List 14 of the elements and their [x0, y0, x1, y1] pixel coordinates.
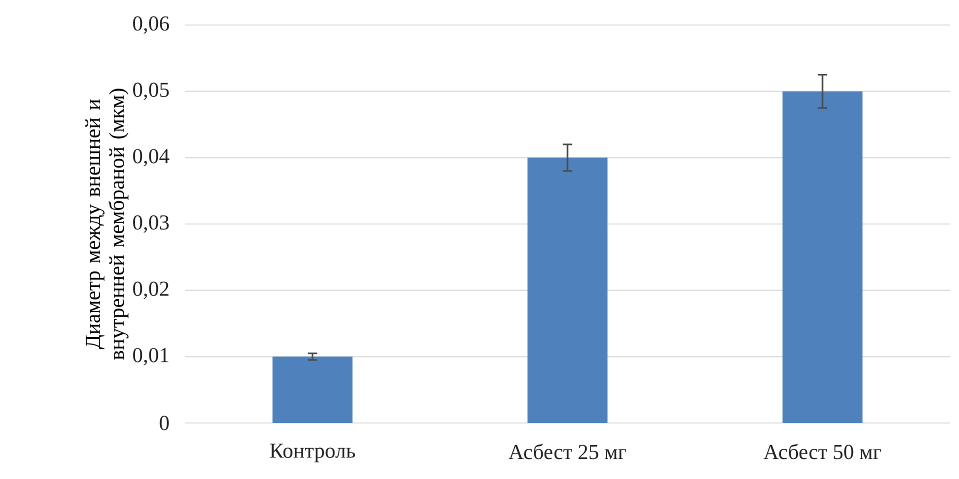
y-tick-label: 0,06 — [133, 16, 169, 34]
x-tick-label: Контроль — [270, 444, 355, 462]
bar — [782, 91, 863, 423]
y-axis-title: Диаметр между внешней и внутренней мембраной (мкм) — [85, 88, 128, 360]
x-tick-label: Асбест 25 мг — [508, 444, 626, 460]
y-tick-label: 0,02 — [133, 282, 168, 300]
y-tick-label: 0,05 — [133, 82, 169, 100]
y-tick-label: 0,04 — [133, 148, 170, 166]
y-tick-label: 0 — [160, 416, 169, 430]
y-tick-label: 0,03 — [133, 215, 169, 233]
x-tick-label: Асбест 50 мг — [764, 444, 882, 460]
bar — [272, 356, 353, 423]
y-tick-label: 0,01 — [133, 348, 168, 366]
bar — [528, 158, 608, 423]
